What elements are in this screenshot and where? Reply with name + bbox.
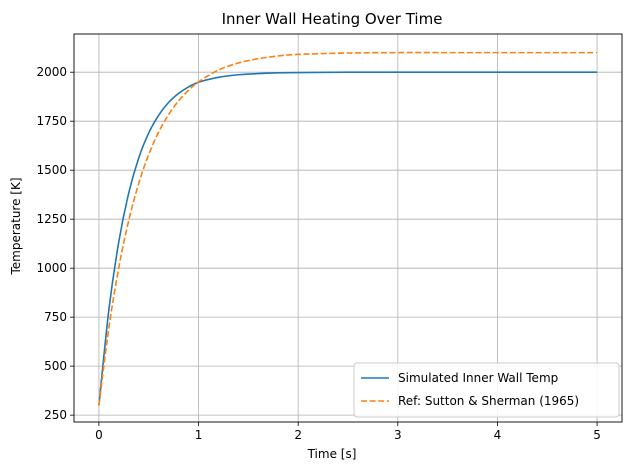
- y-tick-label: 750: [44, 310, 67, 324]
- x-axis-label: Time [s]: [307, 447, 357, 461]
- plot-frame: [73, 33, 623, 423]
- series-line-simulated: [98, 71, 598, 406]
- y-tick-label: 1500: [36, 163, 67, 177]
- x-tick-label: 3: [394, 428, 402, 442]
- x-tick-label: 2: [294, 428, 302, 442]
- legend: Simulated Inner Wall Temp Ref: Sutton & …: [353, 362, 620, 418]
- x-tick-label: 1: [195, 428, 203, 442]
- legend-label-simulated: Simulated Inner Wall Temp: [398, 371, 558, 385]
- series-group: [98, 51, 598, 406]
- x-tick-label: 4: [494, 428, 502, 442]
- y-tick-label: 250: [44, 408, 67, 422]
- y-tick-label: 1750: [36, 114, 67, 128]
- legend-label-reference: Ref: Sutton & Sherman (1965): [398, 394, 579, 408]
- x-tick-label: 0: [95, 428, 103, 442]
- chart-title: Inner Wall Heating Over Time: [222, 10, 443, 28]
- y-tick-label: 500: [44, 359, 67, 373]
- x-tick-label: 5: [593, 428, 601, 442]
- legend-box: [353, 362, 620, 418]
- y-tick-label: 2000: [36, 65, 67, 79]
- axis-ticks: 0 1 2 3 4 5 250 500 750 1000 1250 1500 1750 2000: [36, 65, 600, 442]
- y-axis-label: Temperature [K]: [9, 177, 23, 275]
- y-tick-label: 1000: [36, 261, 67, 275]
- series-line-reference: [98, 51, 598, 406]
- y-tick-label: 1250: [36, 212, 67, 226]
